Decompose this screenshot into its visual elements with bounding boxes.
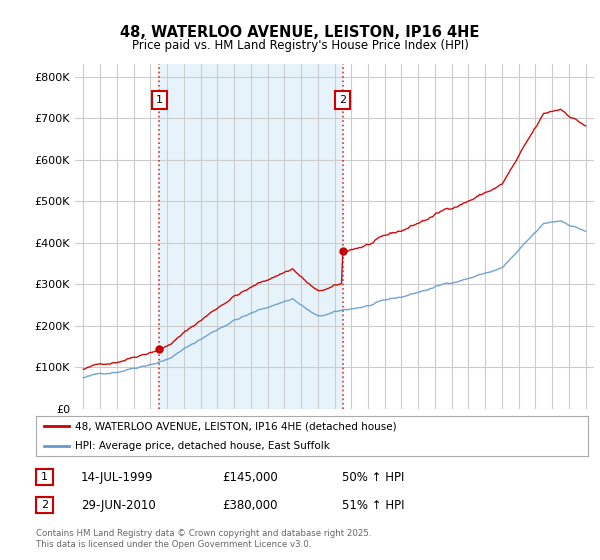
Text: £145,000: £145,000 [222,470,278,484]
Text: 48, WATERLOO AVENUE, LEISTON, IP16 4HE: 48, WATERLOO AVENUE, LEISTON, IP16 4HE [121,25,479,40]
Text: 1: 1 [41,472,48,482]
Text: Contains HM Land Registry data © Crown copyright and database right 2025.
This d: Contains HM Land Registry data © Crown c… [36,529,371,549]
Text: 14-JUL-1999: 14-JUL-1999 [81,470,154,484]
Text: 2: 2 [41,500,48,510]
Text: HPI: Average price, detached house, East Suffolk: HPI: Average price, detached house, East… [74,441,329,451]
Text: £380,000: £380,000 [222,498,277,512]
Text: 29-JUN-2010: 29-JUN-2010 [81,498,156,512]
Text: 1: 1 [156,95,163,105]
Bar [160,64,343,409]
Text: 50% ↑ HPI: 50% ↑ HPI [342,470,404,484]
Text: Price paid vs. HM Land Registry's House Price Index (HPI): Price paid vs. HM Land Registry's House … [131,39,469,52]
Text: 48, WATERLOO AVENUE, LEISTON, IP16 4HE (detached house): 48, WATERLOO AVENUE, LEISTON, IP16 4HE (… [74,421,396,431]
Text: 51% ↑ HPI: 51% ↑ HPI [342,498,404,512]
Text: 2: 2 [339,95,346,105]
